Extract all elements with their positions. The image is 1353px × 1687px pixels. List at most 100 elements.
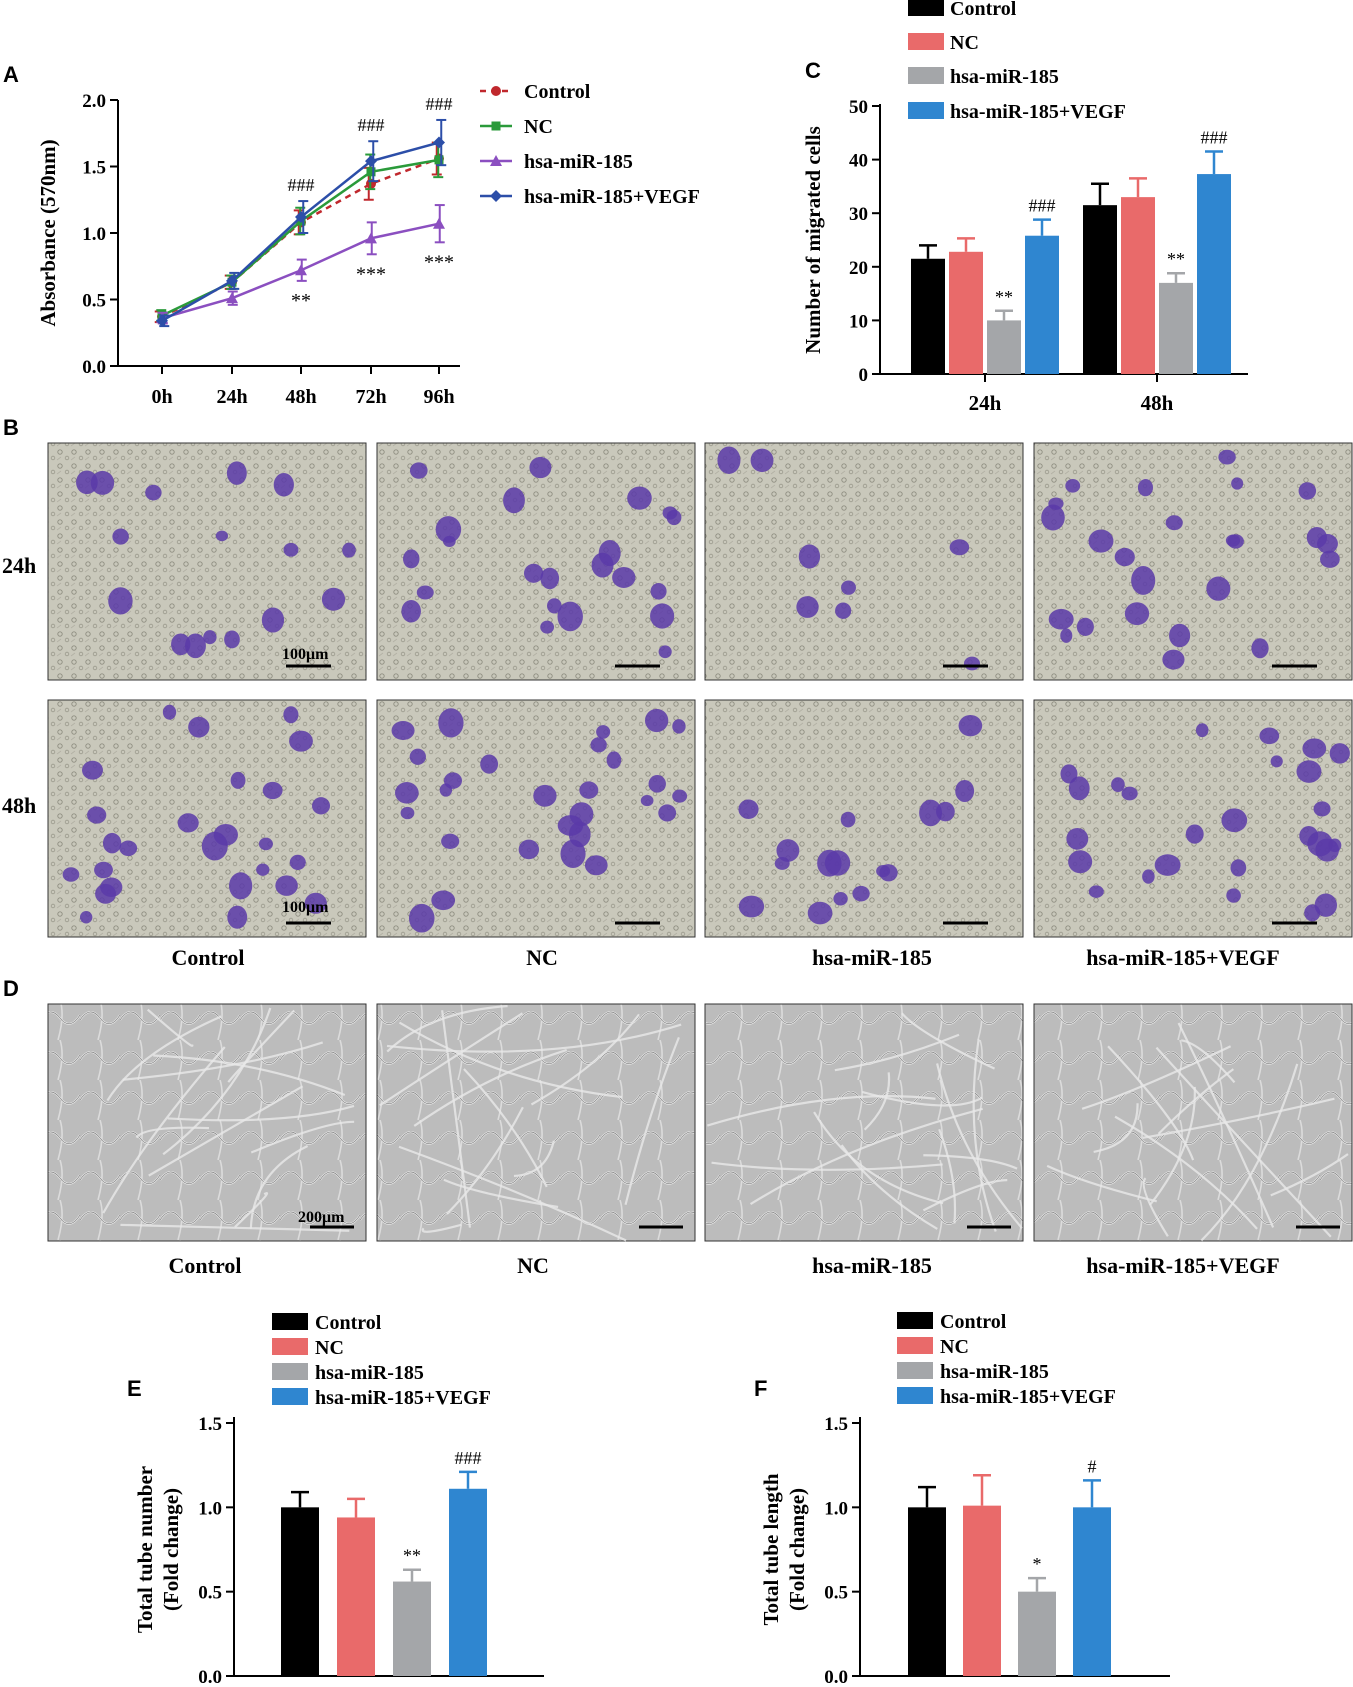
x-tick-label: 0h xyxy=(151,386,172,408)
stained-cell xyxy=(1226,888,1241,903)
chart-e-tube-number: 0.0 0.5 1.0 1.5 Total tube number (Fold chang… xyxy=(133,1312,544,1687)
significance-label: ### xyxy=(1029,196,1056,216)
stained-cell xyxy=(1088,885,1104,898)
stained-cell xyxy=(188,716,210,738)
stained-cell xyxy=(936,801,955,822)
tube-branch xyxy=(106,1015,222,1102)
chart-a-absorbance: 0.0 0.5 1.0 1.5 2.0 0h 24h 48h 72h 96h Absorbance … xyxy=(36,81,700,408)
micrograph-tile xyxy=(376,699,696,938)
stained-cell xyxy=(102,832,122,854)
y-tick-label: 0 xyxy=(859,365,869,386)
stained-cell xyxy=(145,484,162,501)
tube-branch xyxy=(153,1054,346,1097)
stained-cell xyxy=(569,802,594,827)
tube-branch xyxy=(1081,1045,1232,1110)
stained-cell xyxy=(431,890,456,911)
bar xyxy=(281,1507,319,1676)
y-tick-label: 1.5 xyxy=(198,1414,222,1435)
stained-cell xyxy=(596,725,611,739)
stained-cell xyxy=(650,603,675,629)
tube-branch xyxy=(148,1085,304,1177)
legend-label: hsa-miR-185+VEGF xyxy=(950,101,1126,123)
y-tick-label: 30 xyxy=(849,204,868,225)
tube-branch xyxy=(530,1013,640,1106)
stained-cell xyxy=(112,528,129,545)
tube-branch xyxy=(749,1107,983,1206)
chart-c-migrated-cells: 0 10 20 30 40 50 Number of migrated cells 24h 48… xyxy=(801,0,1248,415)
legend-label: Control xyxy=(524,81,591,103)
stained-cell xyxy=(717,446,741,474)
tube-image-tile xyxy=(47,1003,367,1242)
stained-cell xyxy=(1225,534,1241,547)
column-label-d-mir185-vegf: hsa-miR-185+VEGF xyxy=(1086,1253,1279,1278)
scale-bar-label-d: 200μm xyxy=(298,1209,345,1226)
stained-cell xyxy=(529,456,552,479)
micrograph-tile xyxy=(47,699,367,938)
bar xyxy=(963,1505,1001,1676)
stained-cell xyxy=(227,905,248,929)
stained-cell xyxy=(1124,602,1150,626)
y-axis-label: Number of migrated cells xyxy=(801,126,825,354)
significance-label: ### xyxy=(358,115,385,135)
stained-cell xyxy=(1315,838,1340,862)
tube-branch xyxy=(398,1021,623,1099)
stained-cell xyxy=(1048,608,1074,630)
legend-swatch xyxy=(897,1337,933,1354)
bar xyxy=(1159,282,1193,374)
tube-branch xyxy=(1142,1177,1169,1237)
stained-cell xyxy=(1137,479,1154,497)
stained-cell xyxy=(230,771,246,789)
panel-d-tube-formation: 200μm Control NC hsa-miR-185 hsa-miR-185… xyxy=(47,1003,1353,1278)
stained-cell xyxy=(557,601,583,632)
stained-cell xyxy=(1041,504,1065,531)
stained-cell xyxy=(87,806,107,824)
column-label-d-nc: NC xyxy=(517,1253,549,1278)
stained-cell xyxy=(283,542,299,557)
y-tick-label: 1.5 xyxy=(824,1414,848,1435)
data-point xyxy=(366,167,376,177)
tube-branch xyxy=(972,1039,997,1232)
tube-branch xyxy=(1180,1039,1236,1084)
micrograph-tile xyxy=(704,699,1024,938)
stained-cell xyxy=(591,552,614,578)
stained-cell xyxy=(750,448,774,473)
tube-branch xyxy=(446,1106,524,1215)
stained-cell xyxy=(963,656,981,671)
significance-label: *** xyxy=(356,263,386,285)
tube-branch xyxy=(711,1161,943,1171)
tube-branch xyxy=(386,1023,682,1053)
stained-cell xyxy=(262,781,283,800)
legend-label: hsa-miR-185 xyxy=(315,1362,424,1384)
tube-branch xyxy=(413,1048,568,1127)
stained-cell xyxy=(1270,755,1283,768)
stained-cell xyxy=(919,799,943,827)
stained-cell xyxy=(648,775,666,793)
tube-branch xyxy=(936,1063,1023,1229)
data-point xyxy=(226,292,238,304)
stained-cell xyxy=(533,784,557,807)
legend-label: hsa-miR-185+VEGF xyxy=(524,186,700,208)
column-label-nc: NC xyxy=(526,945,558,970)
stained-cell xyxy=(1142,869,1155,884)
stained-cell xyxy=(438,708,464,738)
chart-f-tube-length: 0.0 0.5 1.0 1.5 Total tube length (Fold chang… xyxy=(759,1311,1170,1687)
stained-cell xyxy=(627,486,652,510)
tube-branch xyxy=(1114,1115,1258,1230)
tube-branch xyxy=(398,1145,627,1242)
tube-branch xyxy=(1046,1164,1158,1203)
stained-cell xyxy=(229,872,253,900)
tube-image-tile xyxy=(704,1003,1024,1242)
data-point xyxy=(365,232,377,244)
data-point xyxy=(295,264,307,276)
panel-label-e: E xyxy=(127,1376,142,1401)
micrograph-tile xyxy=(704,442,1024,681)
stained-cell xyxy=(283,706,299,724)
stained-cell xyxy=(1221,808,1248,833)
micrograph-tile xyxy=(47,442,367,681)
y-tick-label: 40 xyxy=(849,151,868,172)
data-point xyxy=(365,155,377,168)
legend-label: hsa-miR-185 xyxy=(950,66,1059,88)
stained-cell xyxy=(662,506,678,520)
legend-swatch xyxy=(908,67,944,84)
stained-cell xyxy=(321,587,346,611)
